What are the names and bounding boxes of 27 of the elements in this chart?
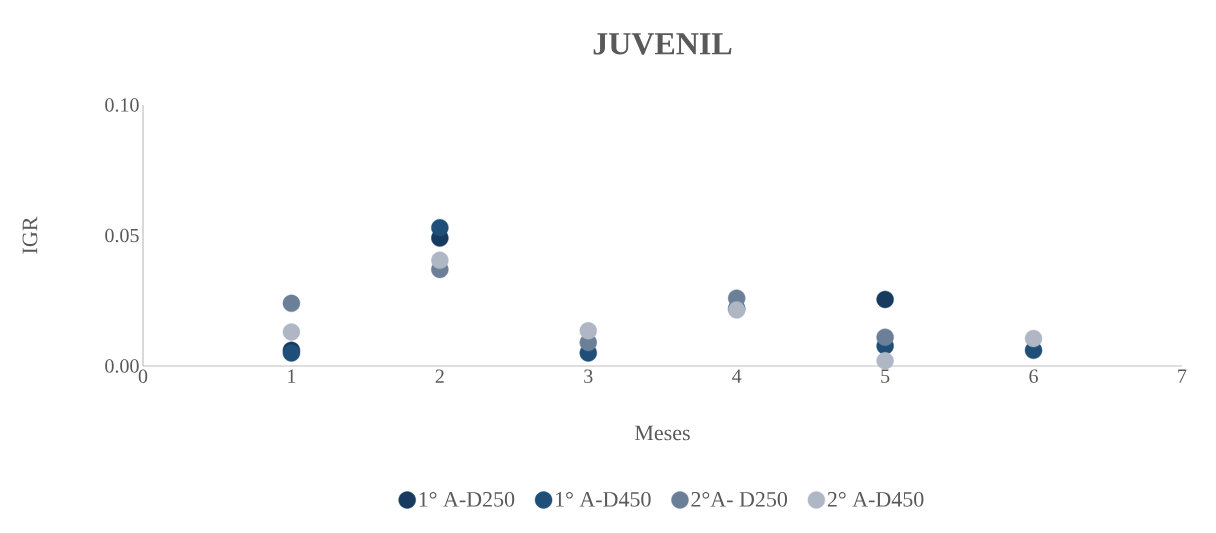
point	[282, 323, 301, 341]
legend-label: 1° A-D450	[556, 491, 651, 507]
y-axis-title: IGR	[22, 216, 38, 254]
legend-label: 2°A- D250	[691, 491, 788, 507]
x-axis-title: Meses	[635, 425, 690, 441]
point	[876, 352, 894, 370]
point	[431, 218, 449, 237]
y-tick-label: 0.00	[105, 359, 139, 373]
x-tick-label: 0	[138, 369, 148, 384]
y-tick-label: 0.05	[105, 228, 139, 243]
point	[579, 322, 597, 340]
x-tick-label: 3	[584, 369, 593, 383]
legend-label: 1° A-D250	[419, 491, 515, 507]
chart-title: JUVENIL	[593, 33, 732, 55]
point	[1024, 329, 1043, 348]
point	[282, 294, 301, 313]
point	[876, 290, 894, 309]
x-tick-label: 6	[1029, 369, 1038, 383]
x-tick-label: 4	[732, 369, 742, 383]
x-tick-label: 5	[881, 369, 890, 383]
x-tick-label: 2	[435, 369, 444, 383]
legend-label: 2° A-D450	[827, 491, 924, 507]
y-tick-label: 0.10	[105, 98, 139, 112]
point	[876, 328, 894, 346]
point	[431, 251, 449, 269]
x-tick-label: 1	[288, 369, 296, 383]
x-tick-label: 7	[1178, 369, 1187, 383]
